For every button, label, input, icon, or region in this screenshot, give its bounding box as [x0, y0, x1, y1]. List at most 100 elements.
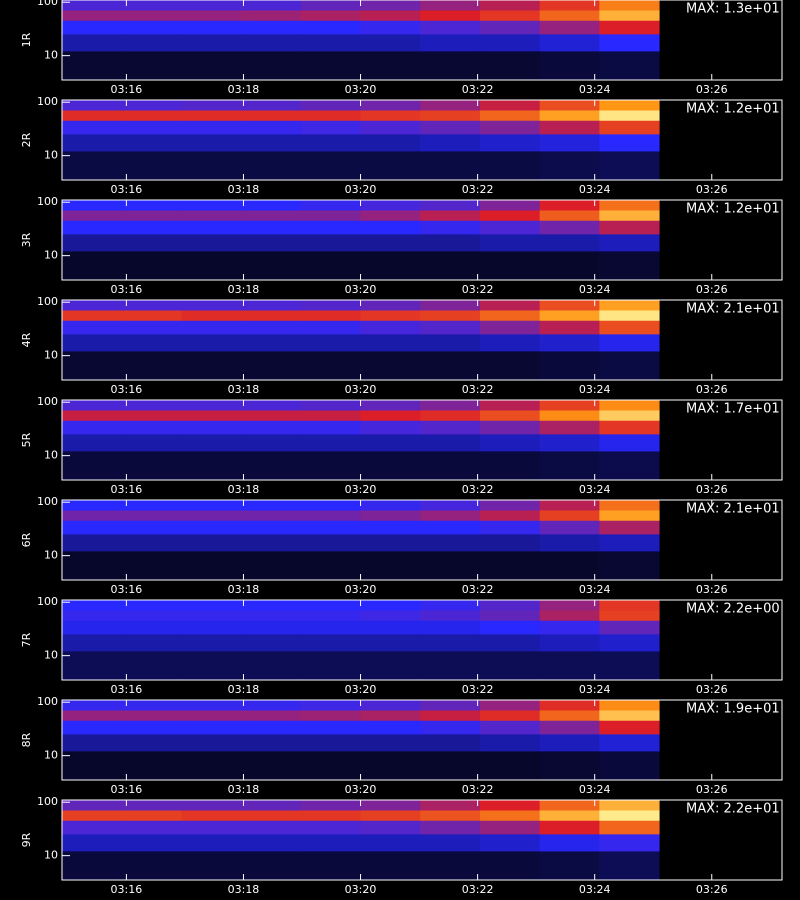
- heat-cell: [121, 100, 182, 111]
- heat-cell: [300, 410, 362, 422]
- heat-cell: [539, 0, 600, 11]
- heat-cell: [62, 551, 123, 581]
- heat-cell: [241, 351, 302, 381]
- heat-cell: [539, 734, 600, 752]
- heat-cell: [539, 534, 600, 552]
- heat-cell: [599, 510, 660, 522]
- heat-cell: [479, 251, 541, 281]
- heat-cell: [539, 510, 600, 522]
- heat-cell: [360, 651, 421, 681]
- x-tick-label: 03:20: [345, 283, 377, 296]
- heat-cell: [420, 534, 481, 552]
- heat-cell: [62, 700, 123, 711]
- plot-frame: [61, 199, 783, 281]
- heat-cell: [181, 0, 242, 11]
- heat-cell: [300, 0, 362, 11]
- max-annotation: MAX: 2.2e+00: [686, 602, 780, 617]
- heat-cell: [181, 110, 242, 122]
- x-tick-label: 03:24: [579, 183, 611, 196]
- heat-cell: [599, 720, 660, 735]
- heat-cell: [181, 500, 242, 511]
- heat-cell: [599, 851, 660, 881]
- heat-cell: [539, 310, 600, 322]
- heat-cell: [539, 800, 600, 811]
- heat-cell: [121, 210, 182, 222]
- heat-cell: [62, 151, 123, 181]
- heat-cell: [420, 20, 481, 35]
- heat-cell: [62, 710, 123, 722]
- heat-cell: [300, 734, 362, 752]
- plot-frame: [61, 299, 783, 381]
- heat-cell: [181, 200, 242, 211]
- heat-cell: [420, 10, 481, 22]
- heat-cell: [479, 834, 541, 852]
- heat-cell: [181, 420, 242, 435]
- heat-cell: [599, 334, 660, 352]
- heat-cell: [121, 310, 182, 322]
- heat-cell: [420, 500, 481, 511]
- heat-cell: [181, 100, 242, 111]
- x-tick-label: 03:18: [228, 183, 260, 196]
- heat-cell: [121, 510, 182, 522]
- heat-cell: [599, 600, 660, 611]
- heat-cell: [121, 434, 182, 452]
- heat-cell: [181, 551, 242, 581]
- heat-cell: [121, 334, 182, 352]
- heat-cell: [62, 334, 123, 352]
- max-annotation: MAX: 1.7e+01: [686, 402, 780, 417]
- heat-cell: [420, 751, 481, 781]
- heat-cell: [181, 210, 242, 222]
- heat-cell: [420, 410, 481, 422]
- heat-cell: [420, 720, 481, 735]
- heat-cell: [420, 451, 481, 481]
- heat-cell: [181, 10, 242, 22]
- x-tick-label: 03:16: [111, 83, 143, 96]
- heat-cell: [539, 834, 600, 852]
- y-tick-label: 10: [44, 249, 58, 262]
- heat-cell: [62, 420, 123, 435]
- heat-cell: [181, 400, 242, 411]
- heat-cell: [360, 51, 421, 81]
- heat-cell: [121, 710, 182, 722]
- heat-cell: [420, 251, 481, 281]
- heat-cell: [181, 434, 242, 452]
- heat-cell: [181, 320, 242, 335]
- heat-cell: [420, 700, 481, 711]
- heat-cell: [62, 834, 123, 852]
- heat-cell: [241, 200, 302, 211]
- heat-cell: [479, 600, 541, 611]
- heat-cell: [539, 110, 600, 122]
- plot-frame: [61, 0, 783, 81]
- heat-cell: [479, 0, 541, 11]
- x-tick-label: 03:26: [696, 83, 728, 96]
- heat-cell: [300, 510, 362, 522]
- y-tick-label: 100: [37, 395, 58, 408]
- heat-cell: [241, 800, 302, 811]
- heat-cell: [479, 334, 541, 352]
- heat-cell: [539, 351, 600, 381]
- heat-cell: [241, 100, 302, 111]
- max-annotation: MAX: 2.1e+01: [686, 502, 780, 517]
- heat-cell: [599, 300, 660, 311]
- x-tick-label: 03:24: [579, 583, 611, 596]
- heat-cell: [121, 151, 182, 181]
- heat-cell: [420, 134, 481, 152]
- x-tick-label: 03:18: [228, 383, 260, 396]
- heat-cell: [62, 500, 123, 511]
- heat-cell: [479, 534, 541, 552]
- heat-cell: [300, 810, 362, 822]
- heat-cell: [241, 20, 302, 35]
- x-tick-label: 03:22: [462, 883, 494, 896]
- heat-cell: [479, 20, 541, 35]
- heat-cell: [62, 751, 123, 781]
- x-tick-label: 03:18: [228, 583, 260, 596]
- heat-cell: [241, 820, 302, 835]
- heat-cell: [62, 134, 123, 152]
- x-tick-label: 03:16: [111, 383, 143, 396]
- heat-cell: [62, 651, 123, 681]
- y-tick-label: 10: [44, 349, 58, 362]
- heat-cell: [420, 734, 481, 752]
- x-tick-label: 03:20: [345, 383, 377, 396]
- heat-cell: [479, 634, 541, 652]
- x-tick-label: 03:24: [579, 883, 611, 896]
